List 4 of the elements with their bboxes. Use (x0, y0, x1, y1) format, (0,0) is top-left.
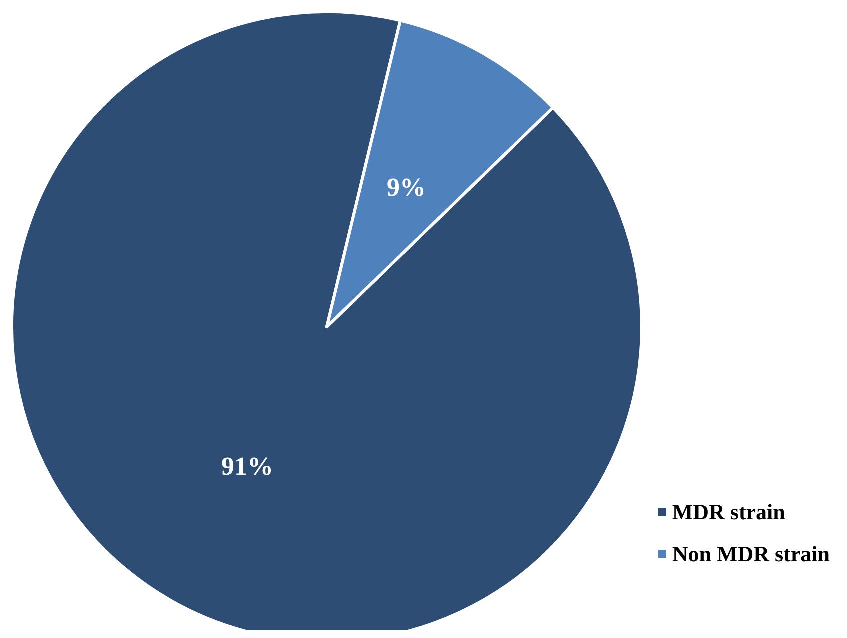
data-label: 9% (387, 173, 426, 202)
legend-label: MDR strain (672, 500, 786, 524)
legend-label: Non MDR strain (672, 542, 830, 566)
data-label: 91% (221, 452, 274, 481)
